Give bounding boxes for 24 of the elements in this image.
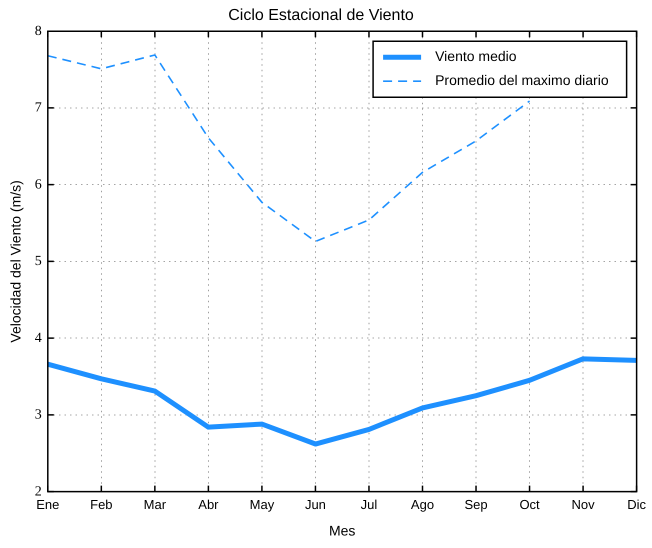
y-tick-label: 8: [34, 24, 42, 39]
x-tick-label: Jul: [360, 496, 378, 512]
x-tick-label: Sep: [464, 496, 488, 512]
legend-label: Viento medio: [435, 48, 517, 64]
y-tick-label: 6: [34, 177, 42, 192]
x-tick-label: Ago: [410, 496, 434, 512]
x-tick-label: Abr: [198, 496, 220, 512]
x-tick-label: Jun: [304, 496, 326, 512]
x-tick-label: Oct: [519, 496, 540, 512]
legend-label: Promedio del maximo diario: [435, 72, 609, 88]
y-tick-label: 4: [34, 330, 42, 346]
chart-title: Ciclo Estacional de Viento: [228, 7, 414, 24]
x-tick-label: Dic: [627, 496, 646, 512]
y-tick-label: 7: [34, 100, 42, 116]
x-tick-label: Ene: [36, 496, 60, 512]
x-tick-label: Nov: [572, 496, 596, 512]
y-axis-title: Velocidad del Viento (m/s): [7, 180, 24, 343]
y-tick-label: 3: [34, 408, 42, 423]
x-axis-title: Mes: [328, 522, 356, 538]
y-tick-label: 2: [34, 484, 42, 500]
x-tick-label: Mar: [144, 496, 167, 512]
x-tick-label: Feb: [90, 496, 113, 512]
y-tick-label: 5: [34, 254, 42, 270]
x-tick-label: May: [250, 496, 275, 512]
